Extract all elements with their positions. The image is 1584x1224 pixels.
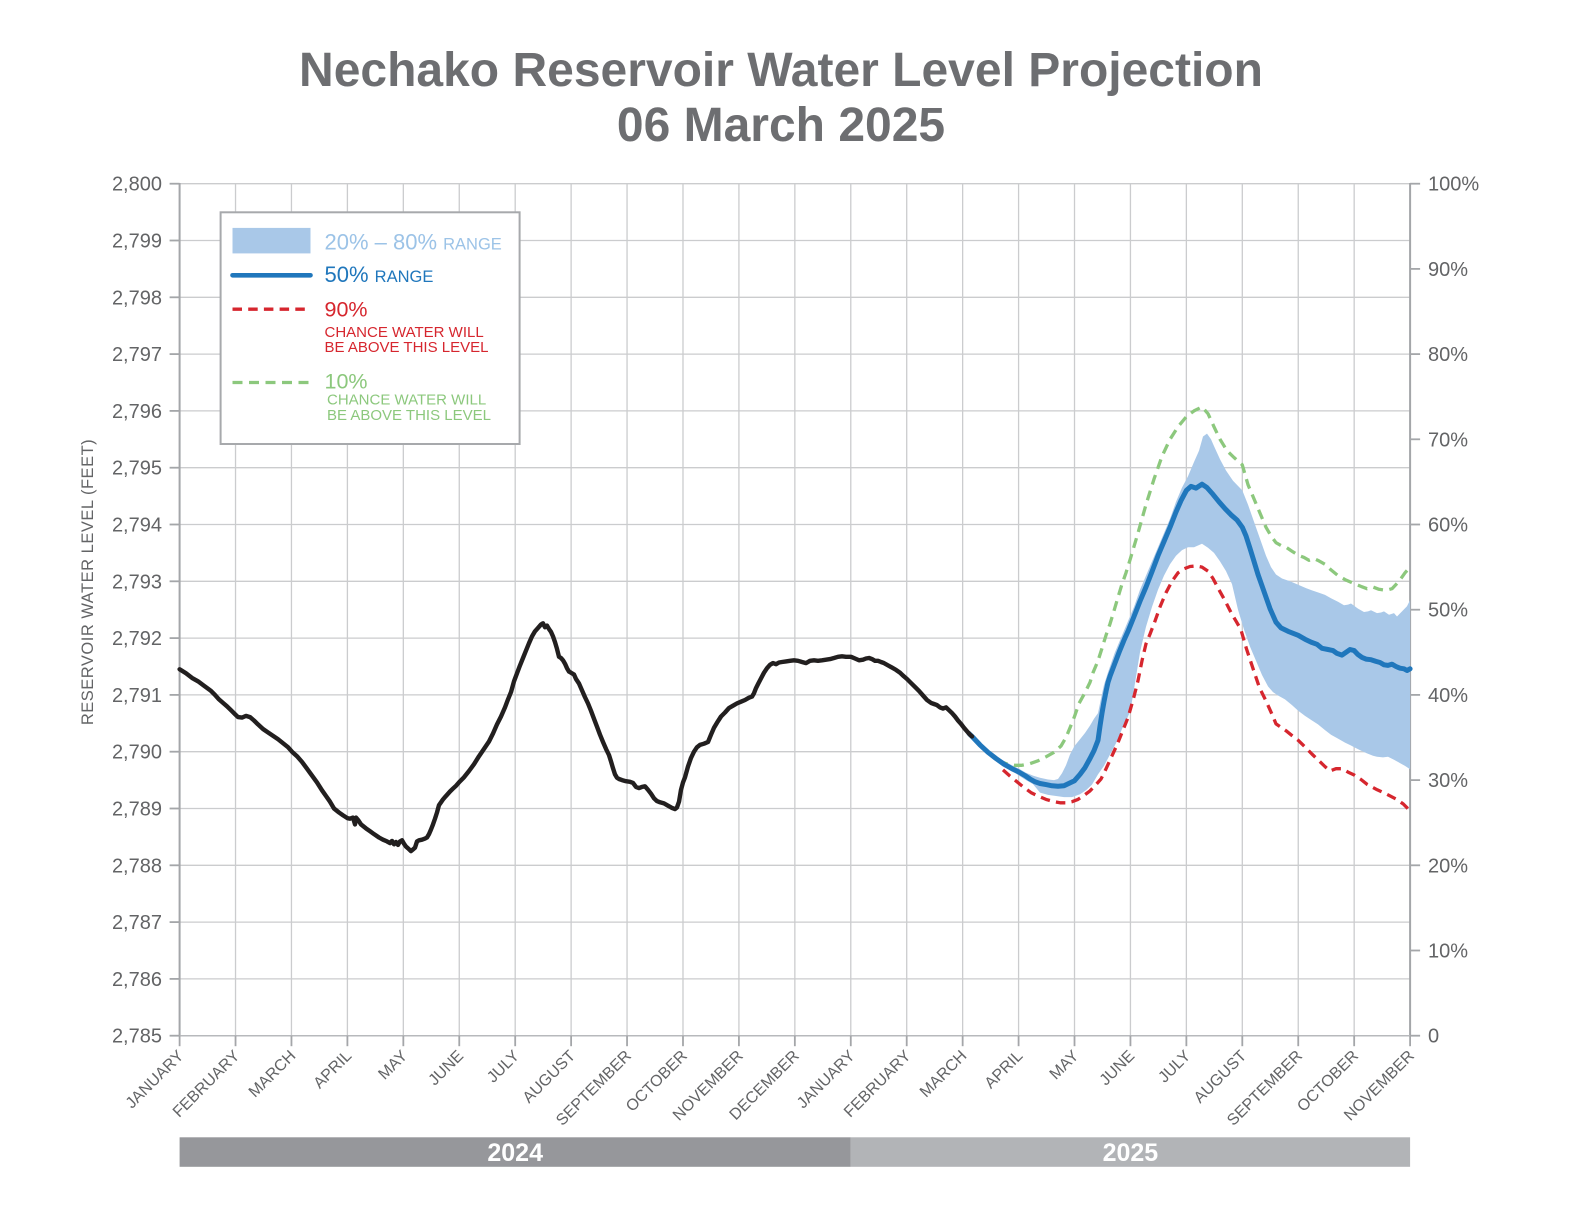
svg-text:2,790: 2,790	[112, 742, 162, 764]
svg-text:06 March 2025: 06 March 2025	[617, 99, 945, 152]
svg-text:2,788: 2,788	[112, 855, 162, 877]
svg-text:2,785: 2,785	[112, 1026, 162, 1048]
svg-text:100%: 100%	[1428, 174, 1479, 196]
svg-text:BE ABOVE THIS LEVEL: BE ABOVE THIS LEVEL	[325, 339, 489, 356]
svg-text:2025: 2025	[1103, 1139, 1159, 1167]
svg-text:2,800: 2,800	[112, 174, 162, 196]
svg-text:2,797: 2,797	[112, 344, 162, 366]
svg-text:CHANCE WATER WILL: CHANCE WATER WILL	[325, 324, 484, 341]
svg-text:2,786: 2,786	[112, 969, 162, 991]
svg-text:CHANCE WATER WILL: CHANCE WATER WILL	[327, 392, 486, 409]
svg-text:RESERVOIR WATER LEVEL (FEET): RESERVOIR WATER LEVEL (FEET)	[79, 439, 97, 725]
svg-text:60%: 60%	[1428, 515, 1468, 537]
svg-text:2,794: 2,794	[112, 515, 162, 537]
svg-text:80%: 80%	[1428, 344, 1468, 366]
svg-text:Nechako Reservoir Water Level: Nechako Reservoir Water Level Projection	[299, 44, 1263, 97]
svg-text:90%: 90%	[325, 298, 368, 322]
svg-text:2,787: 2,787	[112, 912, 162, 934]
svg-text:2,799: 2,799	[112, 231, 162, 253]
svg-text:90%: 90%	[1428, 259, 1468, 281]
svg-text:20%: 20%	[1428, 855, 1468, 877]
svg-text:BE ABOVE THIS LEVEL: BE ABOVE THIS LEVEL	[327, 407, 491, 424]
svg-text:70%: 70%	[1428, 429, 1468, 451]
svg-text:2,798: 2,798	[112, 287, 162, 309]
svg-text:2,795: 2,795	[112, 458, 162, 480]
svg-text:2,791: 2,791	[112, 685, 162, 707]
svg-text:2,793: 2,793	[112, 571, 162, 593]
svg-text:0: 0	[1428, 1026, 1439, 1048]
svg-text:50%: 50%	[1428, 600, 1468, 622]
svg-text:2,796: 2,796	[112, 401, 162, 423]
svg-text:10%: 10%	[1428, 941, 1468, 963]
svg-text:2,792: 2,792	[112, 628, 162, 650]
svg-text:40%: 40%	[1428, 685, 1468, 707]
svg-text:10%: 10%	[325, 370, 368, 394]
svg-text:2,789: 2,789	[112, 799, 162, 821]
svg-text:2024: 2024	[487, 1139, 543, 1167]
svg-text:30%: 30%	[1428, 770, 1468, 792]
